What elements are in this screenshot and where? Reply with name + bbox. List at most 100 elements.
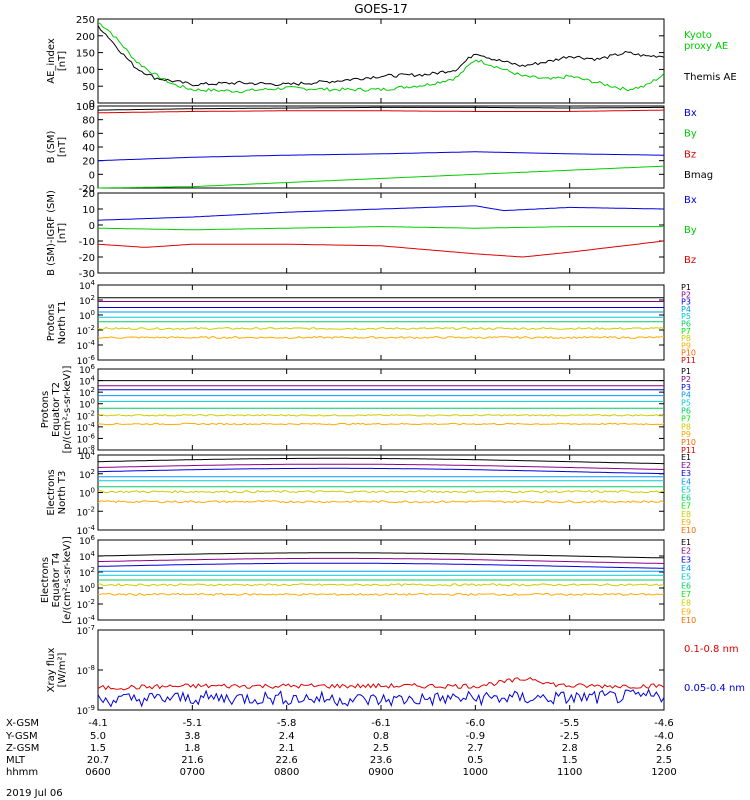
tick-label: 100 [79,398,95,411]
tick-label: 10-2 [77,598,95,611]
legend-entry: P1 [681,367,691,376]
legend-entry: E5 [681,485,691,494]
footer-value: 2.7 [467,743,483,754]
tick-label: 104 [79,449,95,462]
series-line-e7 [97,583,665,587]
legend-entry: E10 [681,526,696,535]
tick-label: 10-4 [77,339,96,352]
legend-entry: By [684,129,697,140]
series-line-e3 [97,562,665,569]
tick-label: 10-8 [77,664,95,677]
tick-label: 60 [82,129,95,140]
legend-entry: P7 [681,327,691,336]
legend-entry: P10 [681,349,696,358]
tick-label: 10-4 [77,524,96,537]
legend-entry: Bx [684,108,697,119]
legend-entry: P4 [681,305,691,314]
tick-label: 10-6 [77,432,96,445]
series-line-p7 [97,414,665,417]
tick-label: 10-4 [77,421,96,434]
series-line-bmag [98,106,664,111]
legend-entry: proxy AE [684,41,728,52]
footer-value: 22.6 [276,755,298,766]
footer-value: 2.5 [656,755,672,766]
legend-entry: 0.1-0.8 nm [684,644,739,655]
legend-entry: Kyoto [684,30,712,41]
footer-value: 23.6 [370,755,392,766]
legend-entry: E4 [681,477,691,486]
tick-label: 104 [79,550,95,563]
legend-entry: Bz [684,149,696,160]
legend-entry: E4 [681,564,691,573]
tick-label: -20 [79,253,95,264]
footer-value: 2.1 [279,743,295,754]
legend-entry: E2 [681,461,691,470]
footer-value: -6.0 [466,718,486,729]
legend-entry: P9 [681,341,691,350]
footer-value: 0.8 [373,731,389,742]
legend-entry: E3 [681,555,691,564]
tick-label: 10-6 [77,354,96,367]
series-line-e8 [97,500,665,504]
legend-entry: P4 [681,391,691,400]
tick-label: 104 [79,375,95,388]
legend-entry: P5 [681,399,691,408]
legend-entry: P5 [681,312,691,321]
legend-entry: P11 [681,446,696,455]
tick-label: 10-4 [77,614,96,627]
tick-label: -30 [79,269,95,280]
tick-label: 10-7 [77,624,95,637]
y-axis-label: ElectronsNorth T3 [46,469,68,515]
series-line-p8 [97,422,665,426]
legend-entry: P1 [681,283,691,292]
footer-value: 2.5 [373,743,389,754]
footer-value: -4.6 [654,718,674,729]
tick-label: -10 [79,237,95,248]
series-line-e8 [97,592,665,596]
legend-entry: P10 [681,438,696,447]
tick-label: 80 [82,116,95,127]
tick-label: 102 [79,566,95,579]
tick-label: 100 [76,102,95,113]
series-line-bz [98,109,664,114]
footer-value: -5.8 [277,718,297,729]
footer-value: -5.1 [183,718,203,729]
footer-value: 5.0 [90,731,106,742]
tick-label: 104 [79,279,95,292]
footer-value: -6.1 [371,718,391,729]
legend-entry: 0.05-0.4 nm [684,683,745,694]
orbit-footer: X-GSMY-GSMZ-GSMMLThhmm-4.15.01.520.70600… [5,718,677,778]
legend-entry: E1 [681,538,691,547]
tick-label: 0 [89,221,95,232]
panel-electrons_t3: 10-4 10-2 100 102 104 ElectronsNorth T3 E1E2E3… [46,449,696,537]
tick-label: 20 [82,189,95,200]
tick-label: 40 [82,143,95,154]
legend-entry: Bx [684,195,697,206]
date-label: 2019 Jul 06 [6,788,63,799]
tick-label: 102 [79,468,95,481]
footer-value: 1000 [463,767,488,778]
legend-entry: P3 [681,383,691,392]
series-line-bx [97,205,664,221]
tick-label: 20 [82,157,95,168]
tick-label: 10-2 [77,324,95,337]
legend-entry: P2 [681,375,691,384]
panel-frame [97,284,665,361]
series-line-e7 [97,489,665,494]
tick-label: 200 [76,32,95,43]
legend-entry: E9 [681,607,691,616]
tick-label: 10-9 [77,704,95,717]
series-line-e2 [97,557,665,564]
legend-entry: E6 [681,581,691,590]
footer-value: 21.6 [181,755,203,766]
legend-entry: P7 [681,414,691,423]
series-line-by [98,165,665,189]
tick-label: 100 [76,65,95,76]
y-axis-label: B (SM)-IGRF (SM)[nT] [46,190,68,276]
footer-value: 0800 [274,767,299,778]
legend-entry: E1 [681,453,691,462]
figure-title: GOES-17 [354,2,408,16]
